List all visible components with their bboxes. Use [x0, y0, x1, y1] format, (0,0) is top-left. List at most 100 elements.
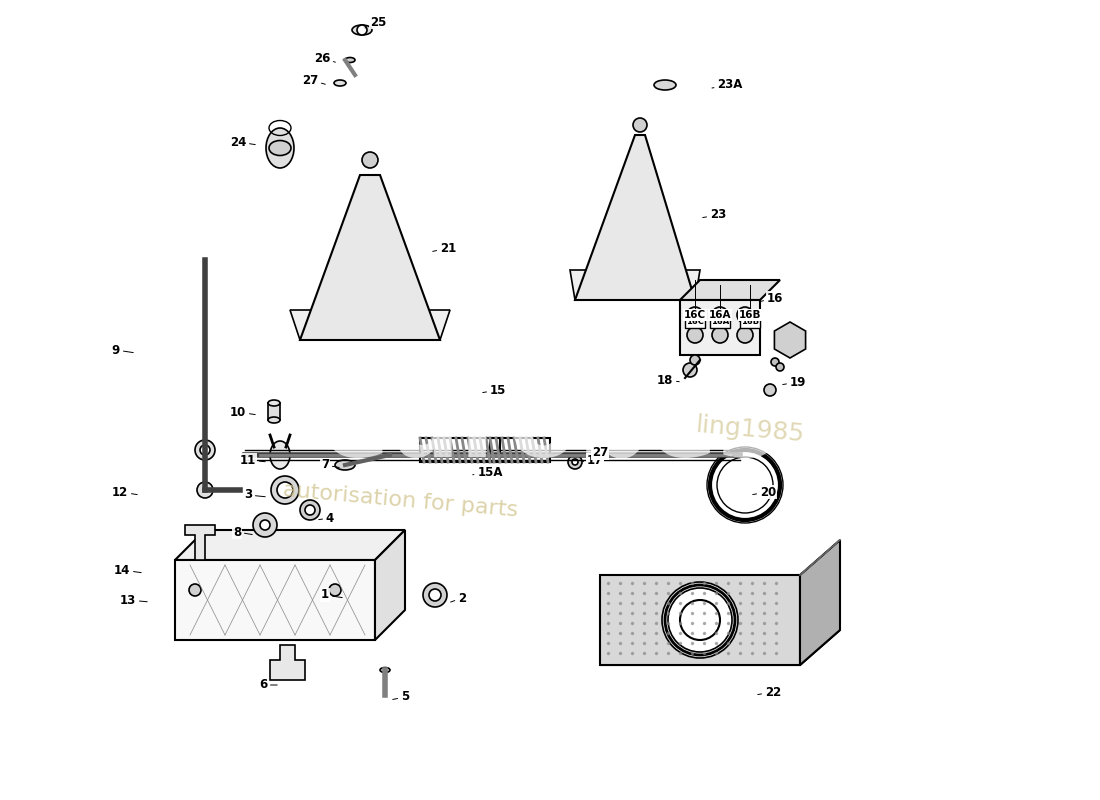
Text: 2: 2 — [451, 591, 466, 605]
Polygon shape — [268, 403, 280, 420]
Polygon shape — [575, 135, 695, 300]
Text: 7: 7 — [321, 458, 339, 471]
Circle shape — [712, 307, 728, 323]
Circle shape — [737, 307, 754, 323]
Polygon shape — [270, 645, 305, 680]
Text: 22: 22 — [758, 686, 781, 698]
Text: 12: 12 — [112, 486, 138, 498]
Circle shape — [771, 358, 779, 366]
Circle shape — [776, 363, 784, 371]
Text: 19: 19 — [783, 375, 806, 389]
Ellipse shape — [334, 80, 346, 86]
Text: 24: 24 — [230, 135, 255, 149]
Circle shape — [197, 482, 213, 498]
Text: 23A: 23A — [712, 78, 743, 91]
Text: 8: 8 — [233, 526, 252, 538]
Text: 16A: 16A — [711, 317, 729, 326]
Text: 13: 13 — [120, 594, 147, 606]
Polygon shape — [185, 525, 214, 560]
Text: 21: 21 — [432, 242, 456, 254]
Ellipse shape — [379, 667, 390, 673]
Bar — [490, 438, 550, 462]
Polygon shape — [600, 630, 840, 665]
Text: 1: 1 — [321, 589, 342, 602]
Ellipse shape — [352, 25, 372, 35]
Bar — [710, 314, 730, 328]
Text: 15A: 15A — [473, 466, 503, 479]
Polygon shape — [290, 310, 450, 340]
Text: 16C: 16C — [686, 317, 704, 326]
Circle shape — [277, 482, 293, 498]
Circle shape — [429, 589, 441, 601]
Ellipse shape — [268, 417, 280, 423]
Circle shape — [737, 327, 754, 343]
Circle shape — [662, 582, 738, 658]
Text: 17: 17 — [583, 454, 603, 466]
Bar — [420, 438, 500, 462]
Text: 16C: 16C — [684, 310, 706, 320]
Text: 16B: 16B — [741, 317, 759, 326]
Ellipse shape — [270, 141, 292, 155]
Ellipse shape — [654, 80, 676, 90]
Ellipse shape — [336, 460, 355, 470]
Circle shape — [329, 584, 341, 596]
Text: 25: 25 — [365, 15, 386, 29]
Text: 27: 27 — [592, 446, 608, 459]
Polygon shape — [570, 270, 700, 300]
Circle shape — [271, 476, 299, 504]
Polygon shape — [800, 540, 840, 665]
Circle shape — [683, 363, 697, 377]
Polygon shape — [774, 322, 805, 358]
Text: a: a — [424, 449, 536, 611]
Polygon shape — [300, 175, 440, 340]
Circle shape — [424, 583, 447, 607]
Text: 15: 15 — [483, 383, 506, 397]
Text: 23: 23 — [703, 209, 726, 222]
Circle shape — [632, 118, 647, 132]
Circle shape — [260, 520, 270, 530]
Circle shape — [253, 513, 277, 537]
Ellipse shape — [268, 400, 280, 406]
Circle shape — [195, 440, 214, 460]
Text: 5: 5 — [393, 690, 409, 703]
Polygon shape — [600, 575, 800, 665]
Circle shape — [362, 152, 378, 168]
Text: 10: 10 — [230, 406, 255, 418]
Polygon shape — [680, 300, 760, 355]
Text: 16A: 16A — [708, 310, 732, 320]
Circle shape — [568, 455, 582, 469]
Bar — [685, 314, 705, 328]
Ellipse shape — [266, 128, 294, 168]
Circle shape — [690, 355, 700, 365]
Circle shape — [189, 584, 201, 596]
Text: 4: 4 — [319, 511, 334, 525]
Circle shape — [305, 505, 315, 515]
Text: 6: 6 — [258, 678, 277, 691]
Polygon shape — [175, 560, 375, 640]
Text: 3: 3 — [244, 489, 265, 502]
Text: europes: europes — [322, 382, 778, 478]
Text: 16: 16 — [761, 291, 783, 305]
Ellipse shape — [345, 58, 355, 62]
Circle shape — [200, 445, 210, 455]
Circle shape — [764, 384, 776, 396]
Text: autorisation for parts: autorisation for parts — [282, 480, 518, 520]
Circle shape — [688, 307, 703, 323]
Text: 16B: 16B — [739, 310, 761, 320]
Text: 11: 11 — [240, 454, 265, 466]
Text: 14: 14 — [113, 563, 141, 577]
Ellipse shape — [270, 441, 290, 469]
Circle shape — [712, 327, 728, 343]
Text: 9: 9 — [112, 343, 133, 357]
Text: 26: 26 — [314, 51, 336, 65]
Circle shape — [688, 327, 703, 343]
Bar — [740, 314, 760, 328]
Polygon shape — [375, 530, 405, 640]
Polygon shape — [175, 530, 405, 560]
Circle shape — [572, 459, 578, 465]
Text: 20: 20 — [752, 486, 777, 498]
Polygon shape — [680, 280, 780, 300]
Text: ling1985: ling1985 — [694, 414, 805, 446]
Circle shape — [199, 484, 211, 496]
Circle shape — [300, 500, 320, 520]
